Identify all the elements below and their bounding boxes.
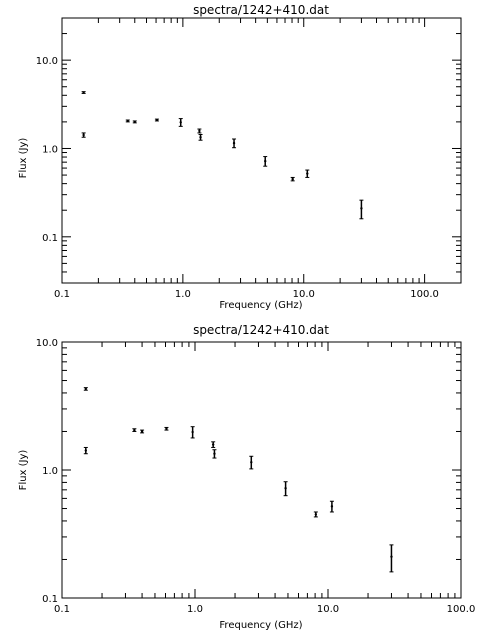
point-marker — [232, 141, 236, 145]
x-tick-label: 10.0 — [317, 604, 339, 615]
data-point — [132, 120, 137, 124]
point-marker — [213, 452, 216, 455]
y-tick-label: 10.0 — [36, 56, 58, 67]
data-point — [389, 544, 394, 573]
point-marker — [284, 487, 287, 490]
chart-2-frame — [61, 341, 462, 599]
x-tick-label: 10.0 — [293, 289, 315, 300]
data-point — [359, 199, 364, 220]
point-marker — [84, 449, 88, 452]
point-marker — [330, 505, 334, 508]
data-point — [329, 500, 334, 513]
data-point — [83, 387, 88, 391]
point-marker — [198, 129, 201, 133]
data-point — [81, 91, 86, 94]
x-tick-label: 100.0 — [410, 289, 439, 300]
data-point — [140, 429, 145, 434]
chart-1-points — [81, 91, 364, 220]
point-marker — [82, 133, 85, 137]
data-point — [232, 138, 237, 149]
point-marker — [126, 119, 129, 123]
data-point — [197, 128, 202, 134]
point-marker — [199, 136, 202, 139]
chart-panel-2: spectra/1242+410.dat Frequency (GHz) Flu… — [18, 323, 475, 631]
point-marker — [133, 428, 136, 432]
point-marker — [264, 159, 267, 163]
y-tick-label: 0.1 — [42, 594, 58, 605]
data-point — [211, 441, 216, 448]
chart-2-xlabel: Frequency (GHz) — [219, 620, 302, 631]
data-point — [198, 133, 203, 141]
chart-1-ylabel: Flux (Jy) — [18, 138, 29, 179]
data-point — [178, 118, 183, 127]
point-marker — [211, 443, 215, 446]
point-marker — [360, 207, 363, 210]
data-point — [283, 481, 288, 497]
chart-2-ticks — [61, 341, 462, 599]
chart-1-title: spectra/1242+410.dat — [193, 3, 329, 17]
chart-2-points — [83, 387, 394, 573]
data-point — [164, 426, 169, 431]
data-point — [212, 449, 217, 459]
plot-frame — [61, 17, 462, 284]
chart-1-xlabel: Frequency (GHz) — [219, 300, 302, 311]
data-point — [249, 455, 254, 470]
x-tick-label: 100.0 — [447, 604, 476, 615]
point-marker — [165, 427, 168, 430]
plot-frame — [61, 341, 462, 599]
point-marker — [191, 430, 194, 434]
chart-1-frame — [61, 17, 462, 284]
y-tick-label: 0.1 — [42, 233, 58, 244]
y-tick-label: 1.0 — [42, 466, 58, 477]
data-point — [190, 426, 195, 439]
point-marker — [250, 461, 253, 464]
chart-2-ylabel: Flux (Jy) — [18, 450, 29, 491]
data-point — [263, 156, 268, 167]
data-point — [81, 132, 86, 138]
chart-2-title: spectra/1242+410.dat — [193, 323, 329, 337]
x-tick-label: 0.1 — [54, 604, 70, 615]
data-point — [305, 169, 310, 178]
data-point — [125, 119, 130, 123]
point-marker — [140, 430, 144, 433]
point-marker — [314, 513, 318, 516]
point-marker — [179, 121, 182, 124]
point-marker — [155, 118, 159, 122]
point-marker — [291, 177, 294, 181]
chart-panel-1: spectra/1242+410.dat Frequency (GHz) Flu… — [18, 3, 462, 311]
point-marker — [390, 555, 393, 558]
data-point — [132, 428, 137, 432]
point-marker — [306, 172, 309, 175]
point-marker — [133, 120, 136, 124]
y-tick-label: 10.0 — [36, 338, 58, 349]
data-point — [154, 118, 159, 122]
data-point — [313, 511, 318, 518]
data-point — [290, 176, 295, 182]
y-tick-label: 1.0 — [42, 144, 58, 155]
x-tick-label: 1.0 — [175, 289, 191, 300]
x-tick-label: 1.0 — [187, 604, 203, 615]
data-point — [83, 446, 88, 455]
chart-1-ticks — [61, 17, 462, 284]
point-marker — [82, 91, 85, 94]
chart-1-tick-labels: 0.1 1.0 10.0 100.0 0.1 1.0 10.0 — [36, 56, 439, 300]
chart-2-tick-labels: 0.1 1.0 10.0 100.0 0.1 1.0 10.0 — [36, 338, 476, 615]
x-tick-label: 0.1 — [54, 289, 70, 300]
point-marker — [84, 387, 88, 391]
